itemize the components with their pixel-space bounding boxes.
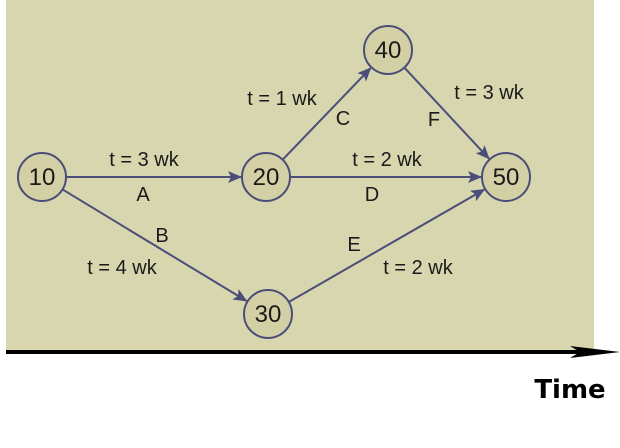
edge-duration-a: t = 3 wk	[109, 149, 179, 171]
edge-40-50	[403, 66, 490, 160]
node-50	[481, 152, 531, 202]
node-label-40: 40	[375, 37, 402, 64]
edge-duration-b: t = 4 wk	[87, 257, 157, 279]
edge-duration-f: t = 3 wk	[454, 82, 524, 104]
node-10	[17, 152, 67, 202]
node-label-10: 10	[29, 164, 56, 191]
node-label-50: 50	[493, 164, 520, 191]
edge-10-30	[62, 188, 248, 302]
edge-activity-f: F	[428, 109, 440, 131]
edge-activity-a: A	[136, 184, 150, 206]
edge-duration-e: t = 2 wk	[383, 257, 453, 279]
edge-activity-e: E	[347, 234, 360, 256]
edge-20-40	[281, 67, 372, 161]
node-30	[243, 289, 293, 339]
node-label-20: 20	[253, 164, 280, 191]
edge-duration-c: t = 1 wk	[247, 88, 317, 110]
edge-activity-b: B	[155, 225, 168, 247]
edge-activity-d: D	[365, 184, 379, 206]
edge-duration-d: t = 2 wk	[352, 149, 422, 171]
node-label-30: 30	[255, 301, 282, 328]
time-axis-arrowhead	[570, 346, 620, 358]
edge-activity-c: C	[336, 108, 350, 130]
node-40	[363, 25, 413, 75]
edge-30-50	[288, 188, 486, 303]
node-20	[241, 152, 291, 202]
time-axis-label: Time	[534, 375, 605, 405]
